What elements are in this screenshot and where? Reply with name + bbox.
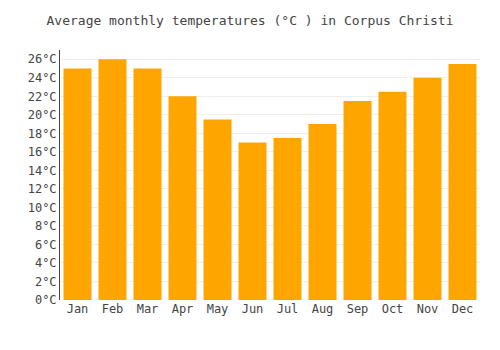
svg-text:May: May — [207, 302, 229, 316]
svg-text:2°C: 2°C — [35, 275, 57, 289]
svg-text:12°C: 12°C — [28, 182, 57, 196]
svg-text:Dec: Dec — [452, 302, 474, 316]
svg-text:8°C: 8°C — [35, 219, 57, 233]
svg-text:Jan: Jan — [67, 302, 89, 316]
svg-text:Jul: Jul — [277, 302, 299, 316]
svg-text:Apr: Apr — [172, 302, 194, 316]
svg-text:4°C: 4°C — [35, 256, 57, 270]
svg-text:Sep: Sep — [347, 302, 369, 316]
svg-text:24°C: 24°C — [28, 71, 57, 85]
svg-text:Nov: Nov — [417, 302, 439, 316]
svg-text:Aug: Aug — [312, 302, 334, 316]
svg-text:Mar: Mar — [137, 302, 159, 316]
svg-text:14°C: 14°C — [28, 164, 57, 178]
svg-text:Jun: Jun — [242, 302, 264, 316]
svg-text:6°C: 6°C — [35, 238, 57, 252]
svg-text:22°C: 22°C — [28, 90, 57, 104]
svg-text:Feb: Feb — [102, 302, 124, 316]
svg-text:18°C: 18°C — [28, 127, 57, 141]
svg-text:10°C: 10°C — [28, 201, 57, 215]
svg-text:0°C: 0°C — [35, 293, 57, 307]
svg-text:Oct: Oct — [382, 302, 404, 316]
svg-text:Average monthly temperatures (: Average monthly temperatures (°C ) in Co… — [47, 13, 454, 28]
svg-text:20°C: 20°C — [28, 108, 57, 122]
svg-text:26°C: 26°C — [28, 52, 57, 66]
svg-text:16°C: 16°C — [28, 145, 57, 159]
